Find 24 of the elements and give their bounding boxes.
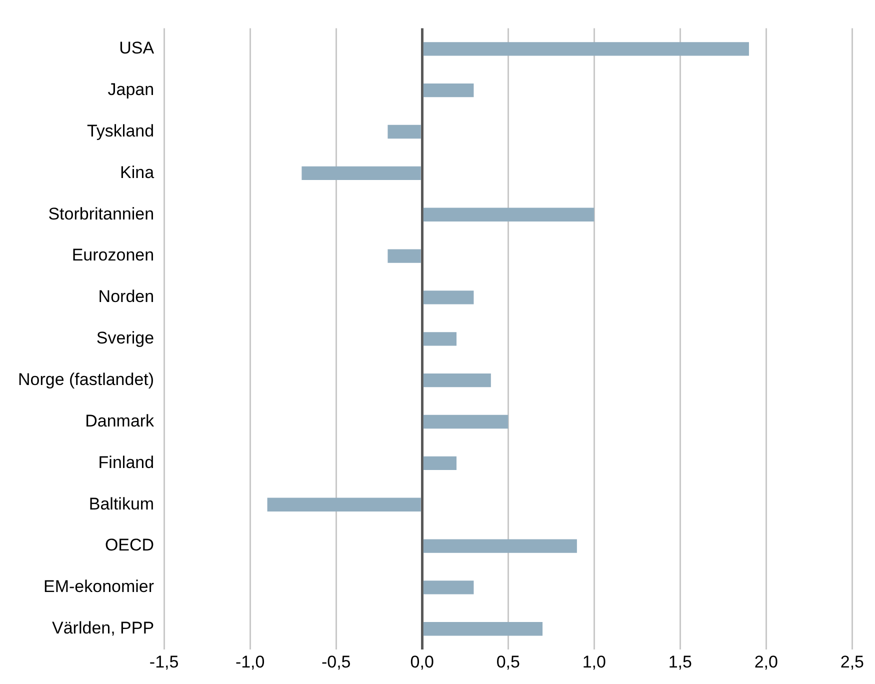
- y-tick-label: Eurozonen: [72, 246, 154, 265]
- x-tick-label: 2,5: [840, 652, 864, 672]
- y-tick-label: EM-ekonomier: [44, 577, 154, 596]
- x-tick-label: -1,0: [235, 652, 265, 672]
- y-tick-label: USA: [119, 38, 155, 58]
- x-tick-label: 1,0: [582, 652, 606, 672]
- y-tick-label: OECD: [104, 536, 154, 555]
- y-tick-label: Japan: [108, 80, 154, 100]
- y-tick-label: Kina: [120, 162, 155, 182]
- y-tick-label: Finland: [98, 452, 154, 472]
- y-tick-label: Norden: [98, 287, 154, 306]
- y-tick-label: Norge (fastlandet): [18, 370, 154, 390]
- x-tick-label: 1,5: [668, 652, 692, 672]
- x-tick-label: -1,5: [149, 652, 179, 672]
- y-tick-label: Baltikum: [88, 494, 154, 514]
- x-tick-label: -0,5: [321, 652, 351, 672]
- y-tick-label: Sverige: [96, 328, 154, 348]
- x-tick-label: 0,0: [410, 652, 434, 672]
- y-tick-label: Storbritannien: [48, 204, 154, 224]
- y-tick-label: Danmark: [85, 411, 155, 430]
- x-tick-label: 2,0: [754, 652, 778, 672]
- y-tick-label: Tyskland: [86, 121, 154, 140]
- x-tick-label: 0,5: [496, 652, 520, 672]
- y-tick-label: Världen, PPP: [52, 618, 154, 638]
